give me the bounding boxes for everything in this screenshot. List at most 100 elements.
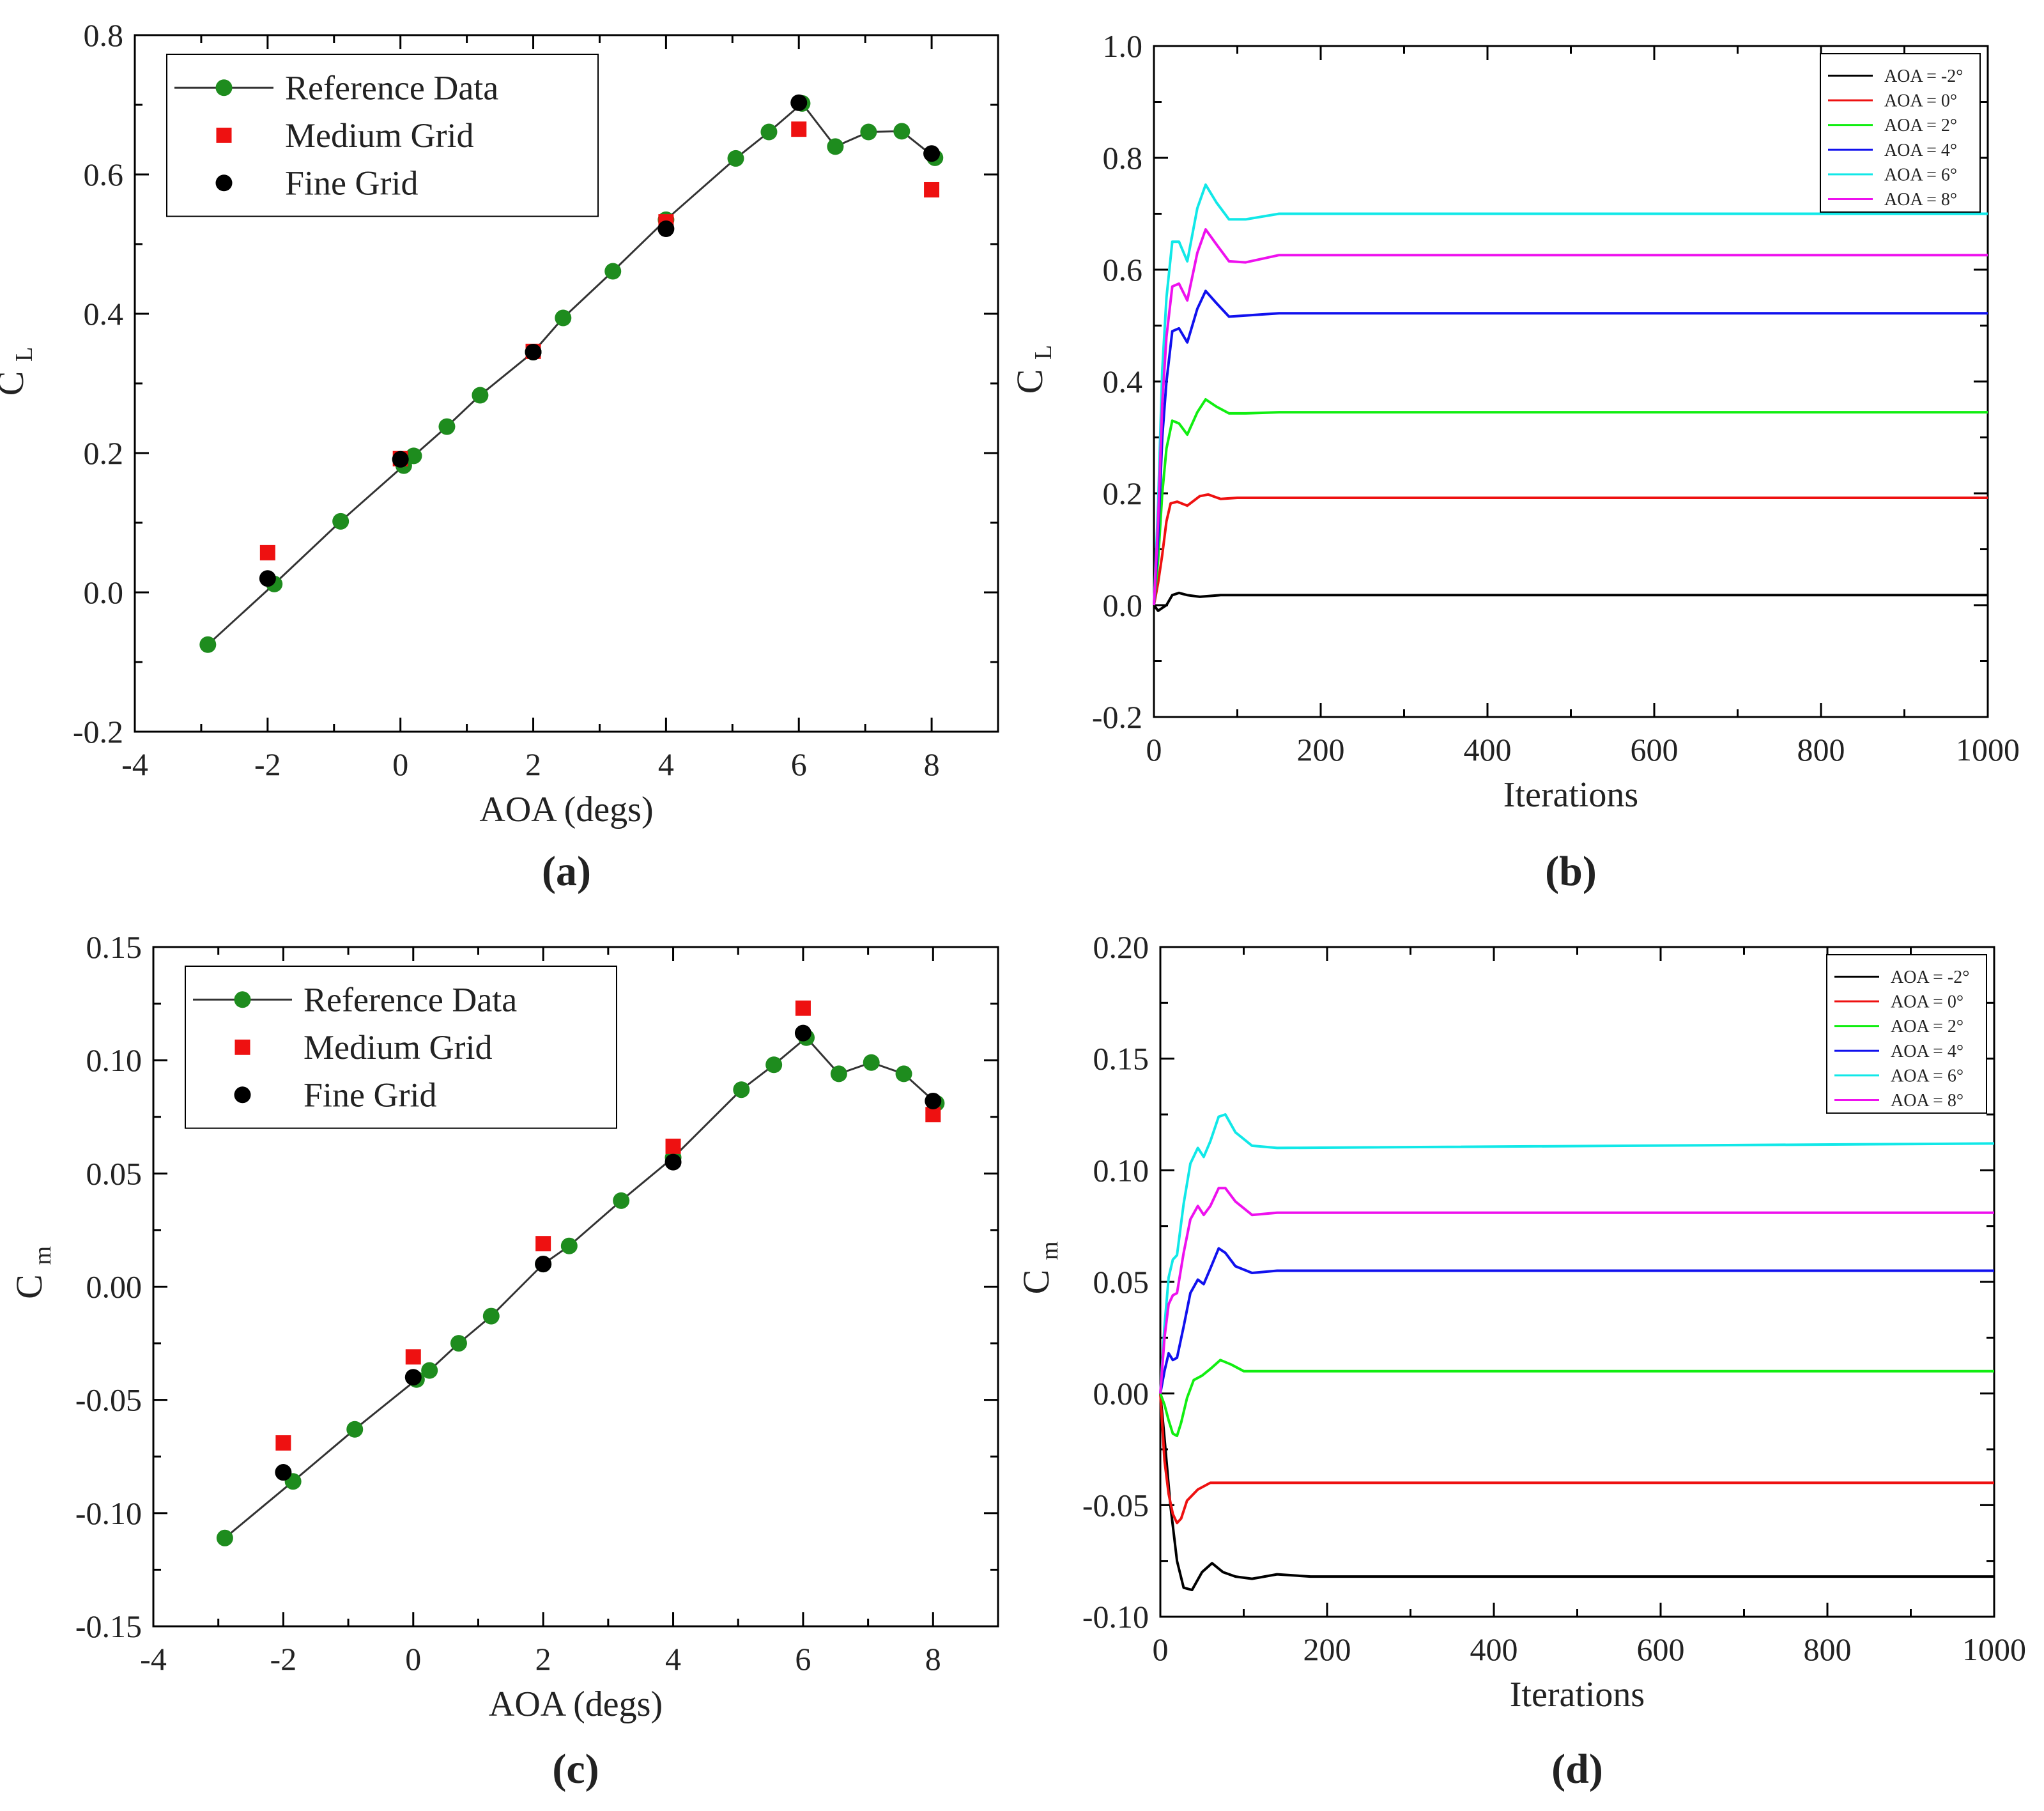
- data-point: [535, 1236, 551, 1252]
- series-0: [1153, 591, 1988, 612]
- legend-label: Fine Grid: [304, 1076, 437, 1114]
- data-point: [525, 343, 542, 360]
- legend-label: AOA = -2°: [1891, 967, 1969, 987]
- chart-panel-b: 0 200 400 600 800 1000 -0.2 0.0 0.2 0.4 0.6 0.8 1.0 I…: [1009, 28, 2020, 895]
- legend: Reference Data Medium Grid Fine Grid: [185, 966, 617, 1129]
- data-point: [421, 1362, 438, 1379]
- legend-box: [1826, 954, 1987, 1114]
- y-axis-label-subscript: L: [1030, 345, 1057, 360]
- data-point: [925, 1107, 941, 1123]
- y-tick-label: 0.0: [84, 574, 124, 610]
- x-tick-label: 6: [791, 746, 807, 782]
- data-point: [924, 181, 940, 197]
- series-line: [1153, 228, 1988, 606]
- y-tick-label: -0.2: [1092, 699, 1142, 735]
- y-axis-label: Cm: [8, 1246, 56, 1299]
- series-line: [1159, 1187, 1994, 1394]
- legend-label: AOA = 2°: [1884, 116, 1957, 135]
- y-tick-label: -0.05: [75, 1382, 142, 1418]
- series-line: [1159, 1393, 1994, 1525]
- x-tick-label: 0: [405, 1641, 421, 1677]
- y-tick-label: 0.0: [1103, 587, 1143, 623]
- x-tick-label: -2: [254, 746, 281, 782]
- panel-label: (c): [552, 1746, 599, 1792]
- series-line: [1153, 591, 1988, 612]
- series-line: [1159, 1393, 1994, 1592]
- legend-label: Fine Grid: [285, 164, 419, 203]
- data-point: [827, 138, 844, 155]
- data-point: [275, 1464, 292, 1481]
- panel-label: (d): [1551, 1746, 1603, 1792]
- data-point: [657, 220, 675, 238]
- data-point: [450, 1335, 467, 1352]
- x-tick-label: 200: [1297, 732, 1345, 767]
- data-point: [275, 1435, 291, 1451]
- x-tick-label: 2: [525, 746, 541, 782]
- legend-label: AOA = 0°: [1891, 992, 1963, 1012]
- series-5: [1159, 1187, 1994, 1394]
- series-line: [1159, 1247, 1994, 1394]
- x-axis-label: AOA (degs): [479, 790, 653, 829]
- data-point: [765, 1056, 783, 1074]
- series-4: [1153, 183, 1988, 606]
- x-tick-label: 400: [1464, 732, 1512, 767]
- data-point: [733, 1081, 750, 1098]
- x-tick-label: 600: [1637, 1631, 1685, 1667]
- data-point: [760, 123, 778, 141]
- chart-panel-c: -4 -2 0 2 4 6 8 -0.15 -0.10 -0.05 0.00 0.05 0.10 0.15…: [8, 929, 999, 1792]
- legend-label: AOA = 6°: [1884, 165, 1957, 185]
- data-point: [895, 1065, 912, 1083]
- x-tick-label: 8: [925, 1641, 941, 1677]
- legend-label: AOA = 4°: [1891, 1042, 1963, 1061]
- y-axis-label-subscript: m: [29, 1246, 56, 1265]
- legend-marker: [234, 991, 251, 1008]
- chart-panel-d: 0 200 400 600 800 1000 -0.10 -0.05 0.00 0.05 0.10 0…: [1015, 929, 2026, 1792]
- x-tick-label: 800: [1804, 1631, 1852, 1667]
- data-point: [665, 1138, 681, 1154]
- series-line: [1153, 183, 1988, 606]
- data-point: [893, 123, 911, 140]
- data-point: [259, 544, 275, 560]
- y-tick-label: 0.10: [86, 1042, 142, 1078]
- y-tick-label: 0.05: [86, 1155, 142, 1191]
- data-point: [438, 418, 456, 435]
- x-tick-label: 0: [1146, 732, 1162, 767]
- series-0: [1159, 1393, 1994, 1592]
- data-point: [790, 94, 808, 111]
- y-tick-label: 0.10: [1093, 1152, 1149, 1188]
- data-point: [860, 123, 877, 141]
- chart-panel-a: -4 -2 0 2 4 6 8 -0.2 0.0 0.2 0.4 0.6 0.8 AOA (degs) CL…: [0, 17, 999, 895]
- data-point: [259, 570, 276, 587]
- y-axis-label-subscript: L: [11, 347, 38, 362]
- data-point: [863, 1054, 880, 1071]
- data-point: [404, 1369, 422, 1386]
- series-line: [1159, 1359, 1994, 1437]
- x-tick-label: 4: [658, 746, 674, 782]
- series-line: [1153, 398, 1988, 606]
- data-point: [795, 1000, 811, 1016]
- y-tick-label: -0.05: [1082, 1487, 1149, 1523]
- legend-box: [1820, 53, 1981, 213]
- x-tick-label: 400: [1470, 1631, 1518, 1667]
- data-point: [472, 387, 489, 404]
- y-tick-label: 0.6: [1103, 252, 1143, 288]
- y-tick-label: -0.2: [73, 714, 123, 750]
- x-tick-label: 6: [795, 1641, 811, 1677]
- x-tick-label: 1000: [1956, 732, 2020, 767]
- panel-label: (b): [1545, 848, 1597, 895]
- y-tick-label: 0.15: [1093, 1041, 1149, 1077]
- series-2: [259, 94, 941, 587]
- y-tick-label: 0.20: [1093, 929, 1149, 965]
- data-point: [405, 1349, 421, 1365]
- legend-label: AOA = 2°: [1891, 1017, 1963, 1037]
- data-point: [392, 451, 409, 468]
- legend-label: AOA = 6°: [1891, 1066, 1963, 1086]
- data-point: [560, 1237, 578, 1254]
- series-2: [1153, 398, 1988, 606]
- legend: AOA = -2° AOA = 0° AOA = 2° AOA = 4° AOA = 6…: [1820, 53, 1981, 213]
- legend-label: Reference Data: [285, 69, 498, 107]
- y-axis-label: CL: [0, 347, 38, 396]
- x-axis-label: Iterations: [1503, 775, 1638, 815]
- data-point: [346, 1421, 364, 1438]
